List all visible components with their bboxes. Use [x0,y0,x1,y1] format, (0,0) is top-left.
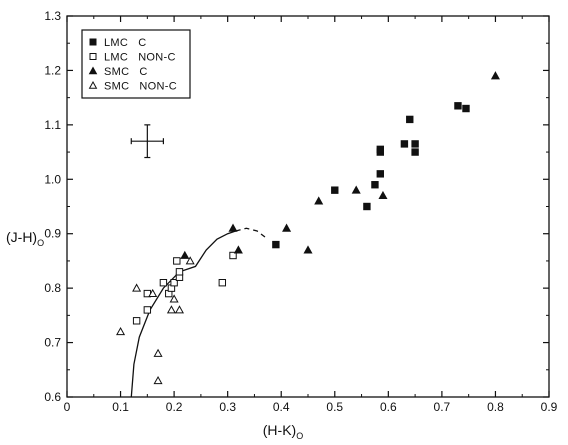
legend-marker-filled-square [89,38,97,46]
data-point-open-triangle [153,375,163,385]
data-point-open-triangle [169,294,179,303]
data-point-filled-triangle [378,190,388,200]
data-point-filled-square [400,140,409,148]
y-tick-label: 0.8 [44,281,61,295]
legend-marker-filled-triangle [88,66,98,75]
data-point-open-square [173,257,181,265]
y-axis-ticks: 0.6 0.7 0.8 0.9 1.0 1.1 1.2 1.3 [44,9,549,404]
data-point-filled-square [406,115,414,124]
legend-marker-open-square [89,53,97,60]
data-point-filled-square [462,104,470,113]
model-curve-dashed [235,227,269,240]
y-tick-label: 0.7 [44,336,61,350]
data-point-filled-square [371,181,379,189]
y-tick-label: 0.6 [44,390,61,404]
y-tick-label: 1.2 [44,63,61,77]
data-point-open-square [159,279,168,287]
y-tick-label: 1.1 [44,118,61,132]
legend: LMC C LMC NON-C SMC C SMC NON-C [81,29,191,99]
x-axis-ticks: 0 0.1 0.2 0.3 0.4 0.5 0.6 0.7 0.8 0.9 [64,16,558,414]
model-curves [130,227,269,398]
x-tick-label: 0.5 [326,400,343,414]
x-axis-label: (H-K)O [263,422,303,441]
x-tick-label: 0 [64,400,71,414]
data-point-filled-triangle [233,245,243,254]
y-tick-label: 1.3 [44,9,61,23]
data-point-filled-triangle [282,223,292,232]
data-point-open-triangle [132,283,142,292]
data-point-filled-square [454,102,462,110]
data-point-filled-square [331,186,339,194]
data-point-open-triangle [153,348,163,357]
legend-marker-open-triangle [88,81,98,89]
data-point-open-square [175,268,184,276]
x-tick-label: 0.8 [487,400,504,414]
x-tick-label: 0.6 [380,400,397,414]
data-point-open-square [170,279,178,287]
data-point-open-square [229,251,237,260]
data-point-filled-square [272,240,280,249]
data-point-open-square [218,279,227,287]
x-tick-label: 0.2 [166,400,183,414]
data-point-open-triangle [166,305,176,314]
data-point-open-triangle [148,288,158,298]
y-axis-label: (J-H)O [6,229,44,248]
data-point-filled-triangle [228,223,238,232]
data-point-filled-triangle [490,71,500,80]
legend-box [81,29,191,99]
data-point-open-triangle [185,256,195,265]
x-tick-label: 0.9 [541,400,558,414]
legend-label: LMC NON-C [104,52,176,64]
data-point-filled-triangle [303,245,313,254]
data-point-filled-triangle [314,196,324,205]
data-point-filled-square [376,170,385,178]
data-point-filled-triangle [180,250,190,259]
data-point-open-square [143,306,152,314]
data-point-open-triangle [174,305,184,314]
y-tick-label: 1.0 [44,172,61,186]
data-point-filled-square [411,148,419,156]
legend-label: LMC C [104,37,146,49]
data-point-filled-square [363,202,371,211]
x-tick-label: 0.1 [112,400,129,414]
legend-label: SMC C [104,66,148,78]
x-tick-label: 0.3 [219,400,236,414]
x-tick-label: 0.4 [273,400,290,414]
data-point-filled-square [376,145,385,154]
y-tick-label: 0.9 [44,227,61,241]
data-points [116,71,500,385]
legend-label: SMC NON-C [104,81,177,93]
data-point-filled-square [411,140,419,148]
x-tick-label: 0.7 [434,400,451,414]
model-curve-solid [130,230,236,398]
data-point-open-square [132,317,141,325]
error-bar [130,124,164,159]
data-point-filled-triangle [351,185,361,194]
data-point-open-triangle [116,326,126,336]
